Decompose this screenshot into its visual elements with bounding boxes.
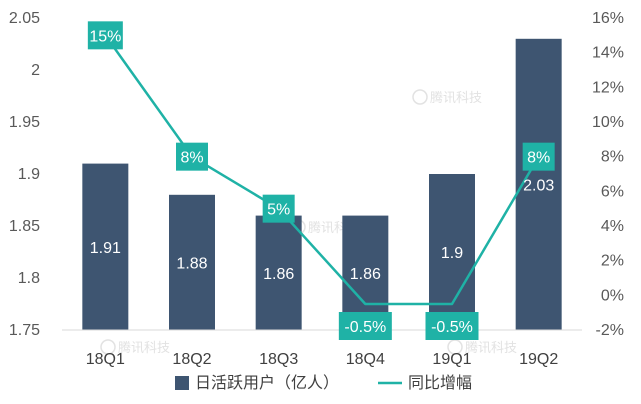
bar-value-label: 1.88	[176, 255, 207, 272]
left-axis-tick-label: 1.85	[9, 218, 40, 235]
category-label: 19Q1	[432, 351, 471, 368]
pct-label-text: 15%	[89, 28, 121, 45]
bar-value-label: 1.91	[90, 240, 121, 257]
right-axis: -2% 0% 2% 4% 6% 8% 10% 12% 14% 16%	[592, 10, 624, 339]
left-axis-tick-label: 2	[31, 62, 40, 79]
pct-label: 8%	[522, 142, 555, 171]
legend-bar-swatch	[175, 376, 189, 390]
pct-label-box	[87, 21, 123, 50]
legend-line-label: 同比增幅	[408, 374, 472, 392]
pct-label: 15%	[87, 21, 123, 50]
pct-label-box	[338, 312, 392, 340]
left-axis: 1.75 1.8 1.85 1.9 1.95 2 2.05	[9, 10, 40, 339]
category-label: 18Q4	[346, 351, 385, 368]
pct-label-text: -0.5%	[431, 319, 473, 336]
right-axis-tick-label: 0%	[601, 287, 624, 304]
bar	[82, 163, 129, 330]
category-label: 18Q3	[259, 351, 298, 368]
growth-line	[104, 34, 540, 306]
pct-label-text: 5%	[267, 202, 290, 219]
bar-series	[82, 38, 562, 331]
bar-value-label: 2.03	[523, 177, 554, 194]
pct-label: -0.5%	[425, 312, 479, 340]
legend-bar-label: 日活跃用户（亿人）	[195, 374, 339, 392]
svg-text:腾讯科技: 腾讯科技	[430, 90, 482, 105]
left-axis-tick-label: 2.05	[9, 10, 40, 27]
pct-label-box	[176, 142, 208, 171]
pct-label-text: -0.5%	[344, 319, 386, 336]
watermark: 腾讯科技	[412, 89, 482, 105]
bar	[169, 194, 215, 330]
right-axis-tick-label: 14%	[592, 45, 624, 62]
line-series	[104, 34, 540, 306]
pct-label: -0.5%	[338, 312, 392, 340]
bar	[255, 215, 302, 330]
pct-label-box	[522, 142, 555, 171]
category-label: 18Q1	[86, 351, 125, 368]
bar-value-label: 1.86	[350, 266, 381, 283]
watermark: 腾讯科技	[100, 339, 170, 355]
left-axis-tick-label: 1.95	[9, 114, 40, 131]
left-axis-tick-label: 1.9	[18, 166, 40, 183]
pct-label-box	[425, 312, 479, 340]
right-axis-tick-label: 2%	[601, 253, 624, 270]
pct-label: 5%	[262, 194, 295, 223]
right-axis-tick-label: 8%	[601, 149, 624, 166]
pct-label-text: 8%	[527, 150, 550, 167]
pct-label: 8%	[176, 142, 208, 171]
x-axis-categories: 18Q1 18Q2 18Q3 18Q4 19Q1 19Q2	[86, 351, 559, 368]
right-axis-tick-label: 16%	[592, 10, 624, 27]
right-axis-tick-label: -2%	[596, 322, 624, 339]
category-label: 19Q2	[519, 351, 558, 368]
left-axis-tick-label: 1.8	[18, 270, 40, 287]
category-label: 18Q2	[172, 351, 211, 368]
svg-text:腾讯科技: 腾讯科技	[465, 340, 517, 355]
svg-text:腾讯科技: 腾讯科技	[118, 340, 170, 355]
legend: 日活跃用户（亿人） 同比增幅	[175, 374, 472, 392]
right-axis-tick-label: 12%	[592, 79, 624, 96]
pct-label-box	[262, 194, 295, 223]
right-axis-tick-label: 4%	[601, 218, 624, 235]
bar-value-labels: 1.91 1.88 1.86 1.86 1.9 2.03	[90, 177, 555, 282]
right-axis-tick-label: 6%	[601, 183, 624, 200]
pct-value-labels: 15% 8% 5% -0.5% -0.5% 8%	[87, 21, 555, 340]
bar	[342, 215, 389, 330]
pct-label-text: 8%	[180, 150, 203, 167]
bar-value-label: 1.9	[441, 245, 463, 262]
right-axis-tick-label: 10%	[592, 114, 624, 131]
bar-value-label: 1.86	[263, 266, 294, 283]
left-axis-tick-label: 1.75	[9, 322, 40, 339]
